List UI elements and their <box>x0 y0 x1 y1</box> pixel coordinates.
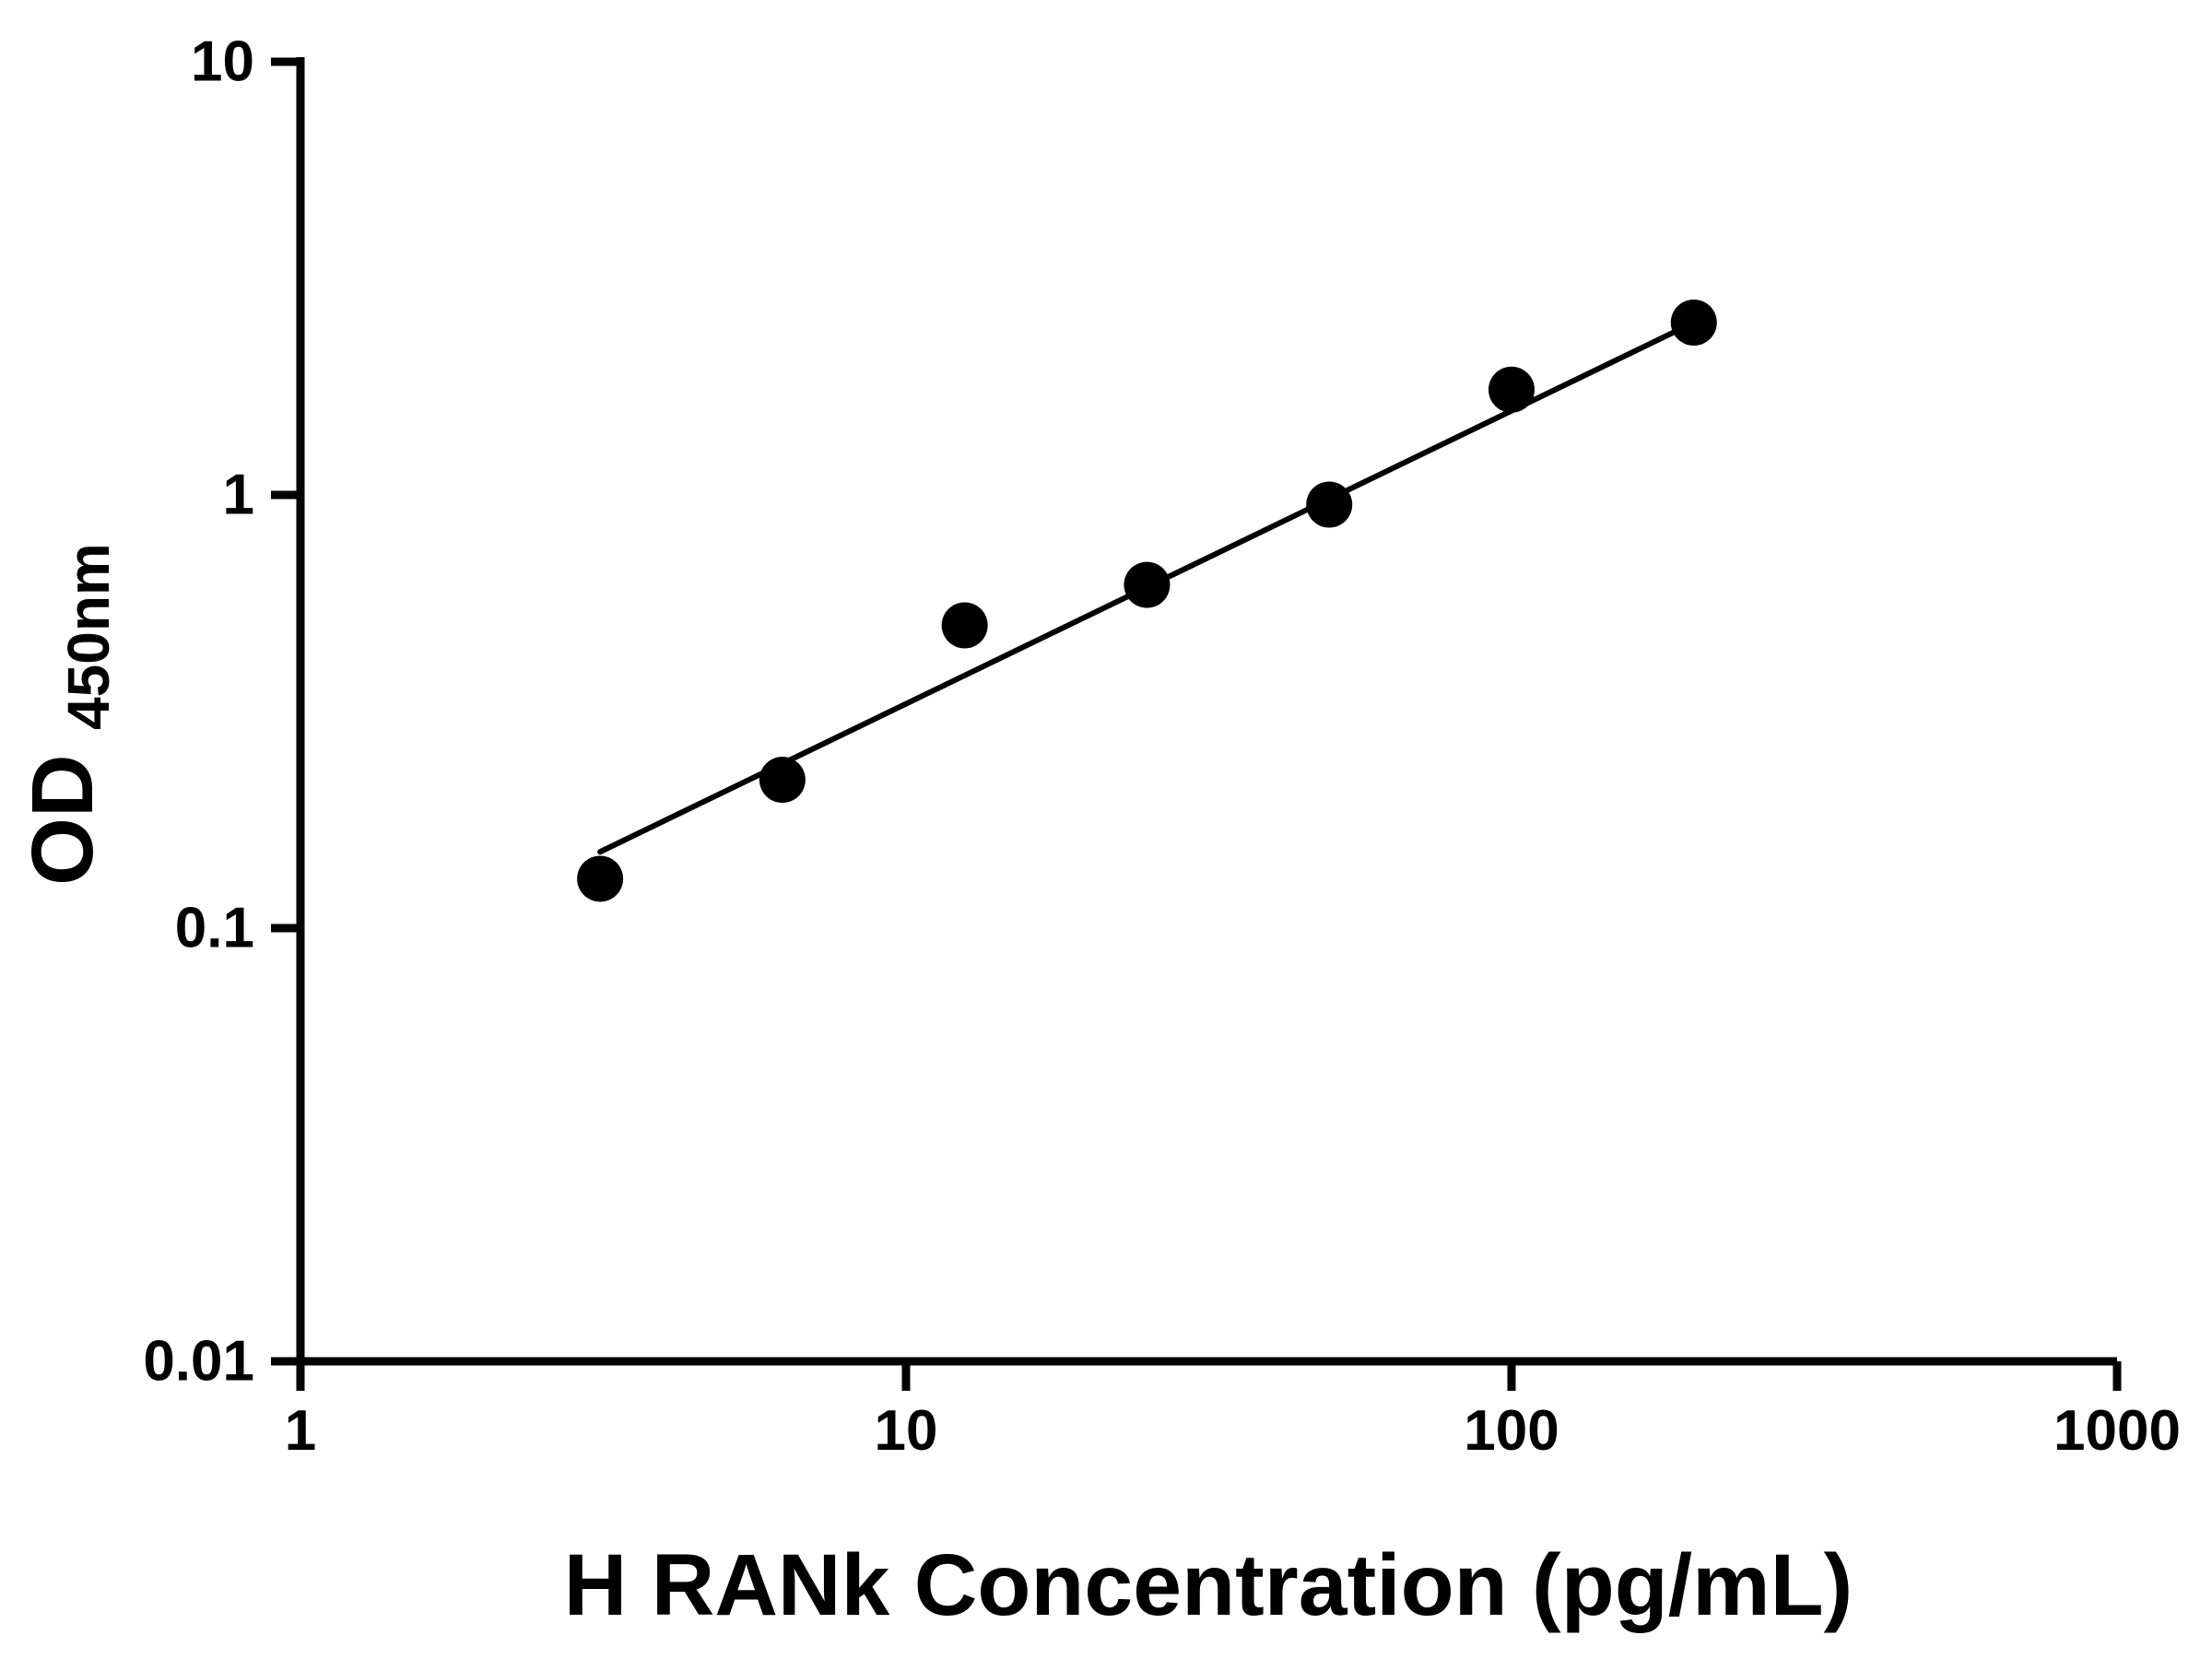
data-point <box>577 855 624 902</box>
y-tick-label: 1 <box>223 464 254 527</box>
x-tick-label: 1000 <box>2053 1399 2181 1463</box>
axes <box>296 57 2117 1366</box>
data-point <box>1124 561 1171 608</box>
plot-area <box>577 299 1717 902</box>
data-point <box>941 602 988 649</box>
y-tick-label: 10 <box>191 30 254 94</box>
data-point <box>1306 481 1353 528</box>
y-axis-title: OD 450nm <box>14 543 122 886</box>
y-tick-label: 0.01 <box>143 1330 254 1394</box>
y-tick-label: 0.1 <box>175 897 254 960</box>
x-tick-label: 100 <box>1464 1399 1559 1463</box>
data-point <box>1488 366 1535 413</box>
data-point <box>759 757 806 804</box>
x-axis-title: H RANk Concentration (pg/mL) <box>564 1536 1853 1634</box>
x-tick-label: 10 <box>875 1399 938 1463</box>
x-tick-label: 1 <box>285 1399 316 1463</box>
data-point <box>1670 299 1717 346</box>
y-axis-title-subscript: 450nm <box>55 543 122 730</box>
y-axis-title-main: OD <box>14 754 112 886</box>
y-axis-ticks: 0.01 0.1 1 10 <box>143 30 300 1394</box>
x-axis-ticks: 1 10 100 1000 <box>285 1361 2181 1463</box>
